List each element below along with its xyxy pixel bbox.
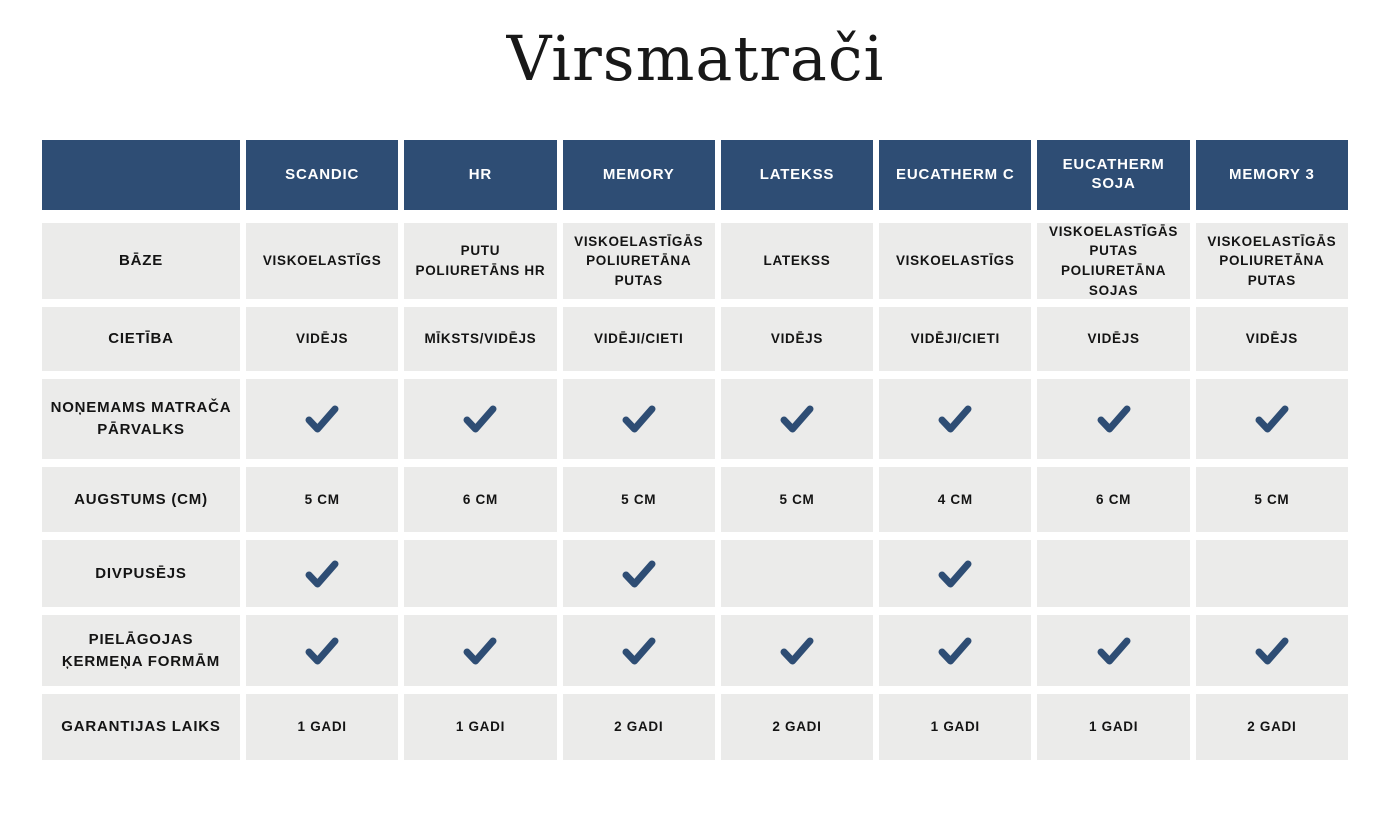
table-cell-no-emams-matra-a-p-rvalks-scandic	[246, 379, 399, 459]
table-cell-no-emams-matra-a-p-rvalks-latekss	[720, 379, 874, 459]
table-cell-piel-gojas-erme-a-form-m-latekss	[720, 615, 874, 686]
column-header-memory-3: MEMORY 3	[1195, 140, 1348, 210]
table-cell-augstums-cm-memory-3: 5 CM	[1195, 467, 1348, 532]
column-header-scandic: SCANDIC	[246, 140, 399, 210]
table-cell-garantijas-laiks-memory-3: 2 GADI	[1195, 694, 1348, 760]
checkmark-icon	[777, 403, 817, 435]
column-header-hr: HR	[404, 140, 557, 210]
table-cell-ciet-ba-hr: MĪKSTS/VIDĒJS	[404, 307, 557, 371]
table-cell-garantijas-laiks-eucatherm-soja: 1 GADI	[1037, 694, 1190, 760]
table-cell-b-ze-memory-3: VISKOELASTĪGĀS POLIURETĀNA PUTAS	[1195, 223, 1348, 299]
checkmark-icon	[619, 635, 659, 667]
table-cell-ciet-ba-eucatherm-soja: VIDĒJS	[1037, 307, 1190, 371]
table-cell-piel-gojas-erme-a-form-m-hr	[404, 615, 557, 686]
table-cell-b-ze-eucatherm-c: VISKOELASTĪGS	[879, 223, 1032, 299]
checkmark-icon	[1252, 403, 1292, 435]
table-cell-b-ze-latekss: LATEKSS	[720, 223, 874, 299]
table-cell-augstums-cm-hr: 6 CM	[404, 467, 557, 532]
row-label-augstums-cm: AUGSTUMS (CM)	[42, 467, 240, 532]
table-cell-b-ze-memory: VISKOELASTĪGĀS POLIURETĀNA PUTAS	[562, 223, 715, 299]
checkmark-icon	[619, 403, 659, 435]
row-label-no-emams-matra-a-p-rvalks: NOŅEMAMS MATRAČA PĀRVALKS	[42, 379, 240, 459]
table-cell-no-emams-matra-a-p-rvalks-memory-3	[1195, 379, 1348, 459]
table-cell-piel-gojas-erme-a-form-m-eucatherm-soja	[1037, 615, 1190, 686]
checkmark-icon	[302, 403, 342, 435]
table-cell-no-emams-matra-a-p-rvalks-eucatherm-c	[879, 379, 1032, 459]
checkmark-icon	[935, 558, 975, 590]
table-cell-garantijas-laiks-latekss: 2 GADI	[720, 694, 874, 760]
column-header-eucatherm-c: EUCATHERM C	[879, 140, 1032, 210]
table-cell-piel-gojas-erme-a-form-m-scandic	[246, 615, 399, 686]
row-label-ciet-ba: CIETĪBA	[42, 307, 240, 371]
row-label-b-ze: BĀZE	[42, 223, 240, 299]
checkmark-icon	[935, 403, 975, 435]
checkmark-icon	[1094, 635, 1134, 667]
checkmark-icon	[777, 635, 817, 667]
table-cell-augstums-cm-eucatherm-c: 4 CM	[879, 467, 1032, 532]
comparison-table: SCANDIC HR MEMORY LATEKSS EUCATHERM C EUCATHE…	[42, 140, 1348, 760]
column-header-memory: MEMORY	[562, 140, 715, 210]
table-cell-ciet-ba-latekss: VIDĒJS	[720, 307, 874, 371]
checkmark-icon	[460, 403, 500, 435]
table-cell-ciet-ba-memory: VIDĒJI/CIETI	[562, 307, 715, 371]
table-cell-divpus-js-memory-3	[1195, 540, 1348, 607]
table-cell-garantijas-laiks-eucatherm-c: 1 GADI	[879, 694, 1032, 760]
table-cell-garantijas-laiks-scandic: 1 GADI	[246, 694, 399, 760]
checkmark-icon	[1252, 635, 1292, 667]
checkmark-icon	[302, 635, 342, 667]
checkmark-icon	[619, 558, 659, 590]
table-cell-divpus-js-eucatherm-c	[879, 540, 1032, 607]
table-cell-divpus-js-latekss	[720, 540, 874, 607]
table-cell-divpus-js-memory	[562, 540, 715, 607]
checkmark-icon	[1094, 403, 1134, 435]
table-cell-b-ze-eucatherm-soja: VISKOELASTĪGĀS PUTAS POLIURETĀNA SOJAS	[1037, 223, 1190, 299]
checkmark-icon	[302, 558, 342, 590]
table-cell-piel-gojas-erme-a-form-m-memory-3	[1195, 615, 1348, 686]
table-cell-garantijas-laiks-memory: 2 GADI	[562, 694, 715, 760]
table-cell-no-emams-matra-a-p-rvalks-eucatherm-soja	[1037, 379, 1190, 459]
table-cell-ciet-ba-eucatherm-c: VIDĒJI/CIETI	[879, 307, 1032, 371]
row-label-divpus-js: DIVPUSĒJS	[42, 540, 240, 607]
table-cell-divpus-js-scandic	[246, 540, 399, 607]
table-corner-cell	[42, 140, 240, 210]
table-cell-augstums-cm-latekss: 5 CM	[720, 467, 874, 532]
table-cell-piel-gojas-erme-a-form-m-memory	[562, 615, 715, 686]
table-cell-no-emams-matra-a-p-rvalks-memory	[562, 379, 715, 459]
table-cell-ciet-ba-memory-3: VIDĒJS	[1195, 307, 1348, 371]
row-label-garantijas-laiks: GARANTIJAS LAIKS	[42, 694, 240, 760]
table-cell-ciet-ba-scandic: VIDĒJS	[246, 307, 399, 371]
table-cell-augstums-cm-scandic: 5 CM	[246, 467, 399, 532]
row-label-piel-gojas-erme-a-form-m: PIELĀGOJAS ĶERMEŅA FORMĀM	[42, 615, 240, 686]
page-title: Virsmatrači	[506, 22, 885, 95]
table-cell-piel-gojas-erme-a-form-m-eucatherm-c	[879, 615, 1032, 686]
table-cell-b-ze-scandic: VISKOELASTĪGS	[246, 223, 399, 299]
table-cell-no-emams-matra-a-p-rvalks-hr	[404, 379, 557, 459]
table-cell-augstums-cm-memory: 5 CM	[562, 467, 715, 532]
table-cell-divpus-js-eucatherm-soja	[1037, 540, 1190, 607]
table-cell-b-ze-hr: PUTU POLIURETĀNS HR	[404, 223, 557, 299]
table-cell-garantijas-laiks-hr: 1 GADI	[404, 694, 557, 760]
column-header-latekss: LATEKSS	[720, 140, 874, 210]
checkmark-icon	[935, 635, 975, 667]
column-header-eucatherm-soja: EUCATHERM SOJA	[1037, 140, 1190, 210]
table-cell-augstums-cm-eucatherm-soja: 6 CM	[1037, 467, 1190, 532]
checkmark-icon	[460, 635, 500, 667]
table-cell-divpus-js-hr	[404, 540, 557, 607]
